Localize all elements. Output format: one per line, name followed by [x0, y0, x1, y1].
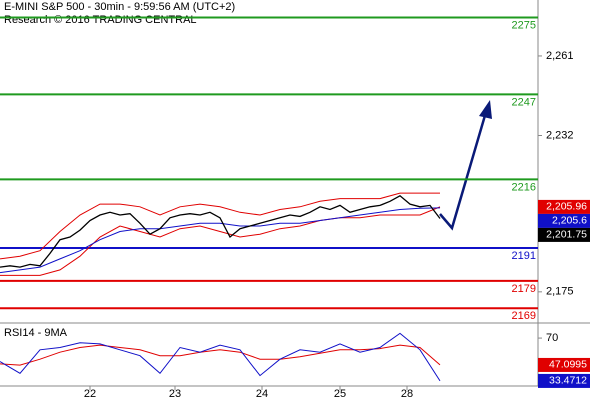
- arrow-head: [479, 100, 492, 119]
- chart-title: E-MINI S&P 500 - 30min - 9:59:56 AM (UTC…: [4, 1, 235, 13]
- x-tick-label: 25: [334, 388, 346, 400]
- level-label: 2169: [512, 310, 536, 322]
- last-value-label: 33.4712: [549, 375, 587, 387]
- level-label: 2275: [512, 19, 536, 31]
- projection-arrow: [439, 111, 488, 231]
- series-line: [0, 192, 440, 260]
- level-label: 2247: [512, 96, 536, 108]
- panel-title: RSI14 - 9MA: [4, 327, 68, 339]
- series-line: [0, 332, 441, 382]
- x-tick-label: 23: [169, 388, 181, 400]
- x-tick-label: 24: [256, 388, 268, 400]
- x-tick-label: 28: [401, 388, 413, 400]
- chart-subtitle: Research © 2016 TRADING CENTRAL: [4, 14, 197, 26]
- x-tick-label: 22: [84, 388, 96, 400]
- last-value-box: [538, 357, 590, 372]
- level-label: 2191: [512, 250, 536, 262]
- last-value-label: 47.0995: [549, 359, 587, 371]
- last-value-label: 2,201.75: [546, 229, 587, 241]
- series-line: [0, 195, 441, 268]
- last-value-box: [538, 373, 590, 388]
- last-value-label: 2,205.6: [552, 215, 587, 227]
- series-line: [0, 344, 441, 366]
- series-line: [0, 207, 441, 274]
- level-label: 2179: [512, 283, 536, 295]
- y-tick-label: 70: [546, 332, 558, 344]
- last-value-box: [538, 199, 590, 214]
- last-value-box: [538, 227, 590, 242]
- y-tick-label: 2,232: [546, 129, 574, 141]
- series-line: [0, 206, 441, 276]
- last-value-label: 2,205.96: [546, 201, 587, 213]
- level-label: 2216: [512, 181, 536, 193]
- last-value-box: [538, 213, 590, 228]
- y-tick-label: 2,261: [546, 50, 574, 62]
- y-tick-label: 2,175: [546, 286, 574, 298]
